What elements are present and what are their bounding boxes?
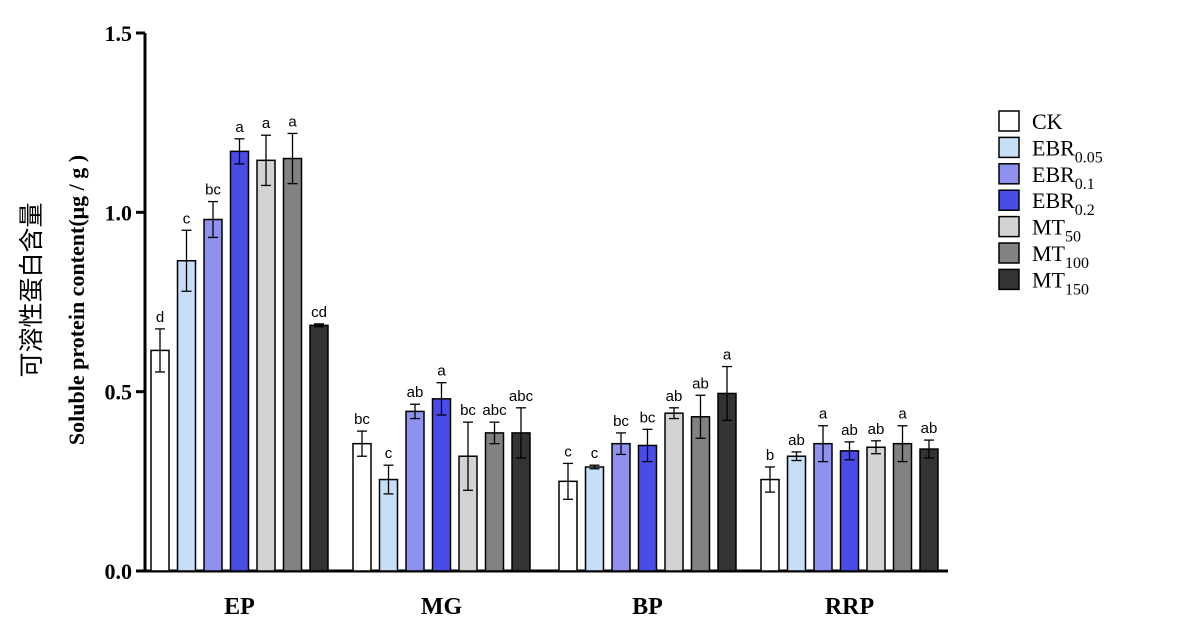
axes: 0.0 0.5 1.0 1.5 EP MG BP RRP xyxy=(105,21,948,620)
bar xyxy=(760,478,780,572)
legend-swatch xyxy=(998,163,1020,185)
bar xyxy=(309,324,329,572)
legend-swatch xyxy=(998,136,1020,159)
legend-item: MT100 xyxy=(998,241,1089,272)
significance-label: c xyxy=(591,445,599,462)
significance-label: a xyxy=(437,363,446,380)
legend-label: EBR0.2 xyxy=(1032,188,1095,219)
bar xyxy=(150,349,170,572)
legend-item: MT50 xyxy=(998,215,1081,246)
bar xyxy=(892,442,913,572)
x-tick-label: EP xyxy=(224,594,255,620)
significance-label: b xyxy=(766,447,774,464)
legend-item: CK xyxy=(998,109,1063,134)
bar xyxy=(431,398,452,572)
legend-item: EBR0.2 xyxy=(998,188,1095,219)
legend-item: EBR0.05 xyxy=(998,135,1103,166)
significance-label: a xyxy=(288,113,297,130)
significance-label: bc xyxy=(205,182,221,199)
bar xyxy=(690,416,711,572)
significance-label: a xyxy=(819,406,828,423)
y-tick-label: 1.5 xyxy=(105,21,133,46)
bar xyxy=(611,442,631,572)
bar xyxy=(352,442,372,572)
legend-swatch xyxy=(998,189,1020,211)
legend-swatch xyxy=(998,268,1020,291)
legend-label: MT100 xyxy=(1032,241,1089,272)
significance-label: bc xyxy=(613,413,629,430)
significance-label: ab xyxy=(841,422,858,439)
bar xyxy=(229,150,250,572)
bar xyxy=(405,410,425,572)
bar xyxy=(203,218,223,572)
y-tick-label: 1.0 xyxy=(105,200,133,225)
significance-label: c xyxy=(564,443,572,460)
significance-label: cd xyxy=(311,304,327,321)
y-axis-title: 可溶性蛋白含量 Soluble protein content(μg / g ) xyxy=(17,155,89,445)
significance-label: bc xyxy=(640,409,656,426)
significance-label: ab xyxy=(868,421,885,438)
legend-label: CK xyxy=(1032,109,1063,134)
bar xyxy=(866,446,886,572)
x-tick-label: RRP xyxy=(825,594,874,620)
bar xyxy=(813,442,833,572)
y-axis-label-chinese: 可溶性蛋白含量 xyxy=(17,202,46,377)
y-tick-label: 0.0 xyxy=(105,559,133,584)
legend-label: EBR0.1 xyxy=(1032,162,1095,193)
bar xyxy=(584,466,605,572)
bar xyxy=(839,450,860,572)
legend-item: MT150 xyxy=(998,267,1089,298)
significance-label: ab xyxy=(692,375,709,392)
legend-label: EBR0.05 xyxy=(1032,135,1103,166)
bar xyxy=(176,260,197,572)
bar xyxy=(484,432,505,572)
significance-label: a xyxy=(898,406,907,423)
significance-label: ab xyxy=(407,384,424,401)
legend-swatch xyxy=(998,215,1020,238)
y-tick-label: 0.5 xyxy=(105,380,133,405)
bar xyxy=(637,444,658,572)
significance-label: bc xyxy=(354,411,370,428)
significance-label: a xyxy=(723,347,732,364)
significance-label: c xyxy=(183,210,191,227)
bar xyxy=(786,455,807,572)
significance-label: ab xyxy=(921,420,938,437)
significance-label: c xyxy=(385,445,393,462)
significance-label: ab xyxy=(788,432,805,449)
bar xyxy=(282,157,303,572)
significance-label: ab xyxy=(666,388,683,405)
bar xyxy=(256,159,276,572)
significance-label: d xyxy=(156,309,164,326)
significance-label: a xyxy=(235,119,244,136)
legend-swatch xyxy=(998,110,1020,132)
significance-label: a xyxy=(262,115,271,132)
x-tick-label: BP xyxy=(632,594,663,620)
bar xyxy=(664,412,684,572)
legend-swatch xyxy=(998,242,1020,264)
legend-label: MT150 xyxy=(1032,267,1089,298)
significance-label: abc xyxy=(509,388,534,405)
significance-label: abc xyxy=(482,402,507,419)
legend-label: MT50 xyxy=(1032,215,1081,246)
legend-item: EBR0.1 xyxy=(998,162,1095,193)
x-tick-label: MG xyxy=(421,594,463,620)
y-axis-label: Soluble protein content(μg / g ) xyxy=(64,155,89,445)
significance-label: bc xyxy=(460,402,476,419)
bar xyxy=(919,448,939,572)
